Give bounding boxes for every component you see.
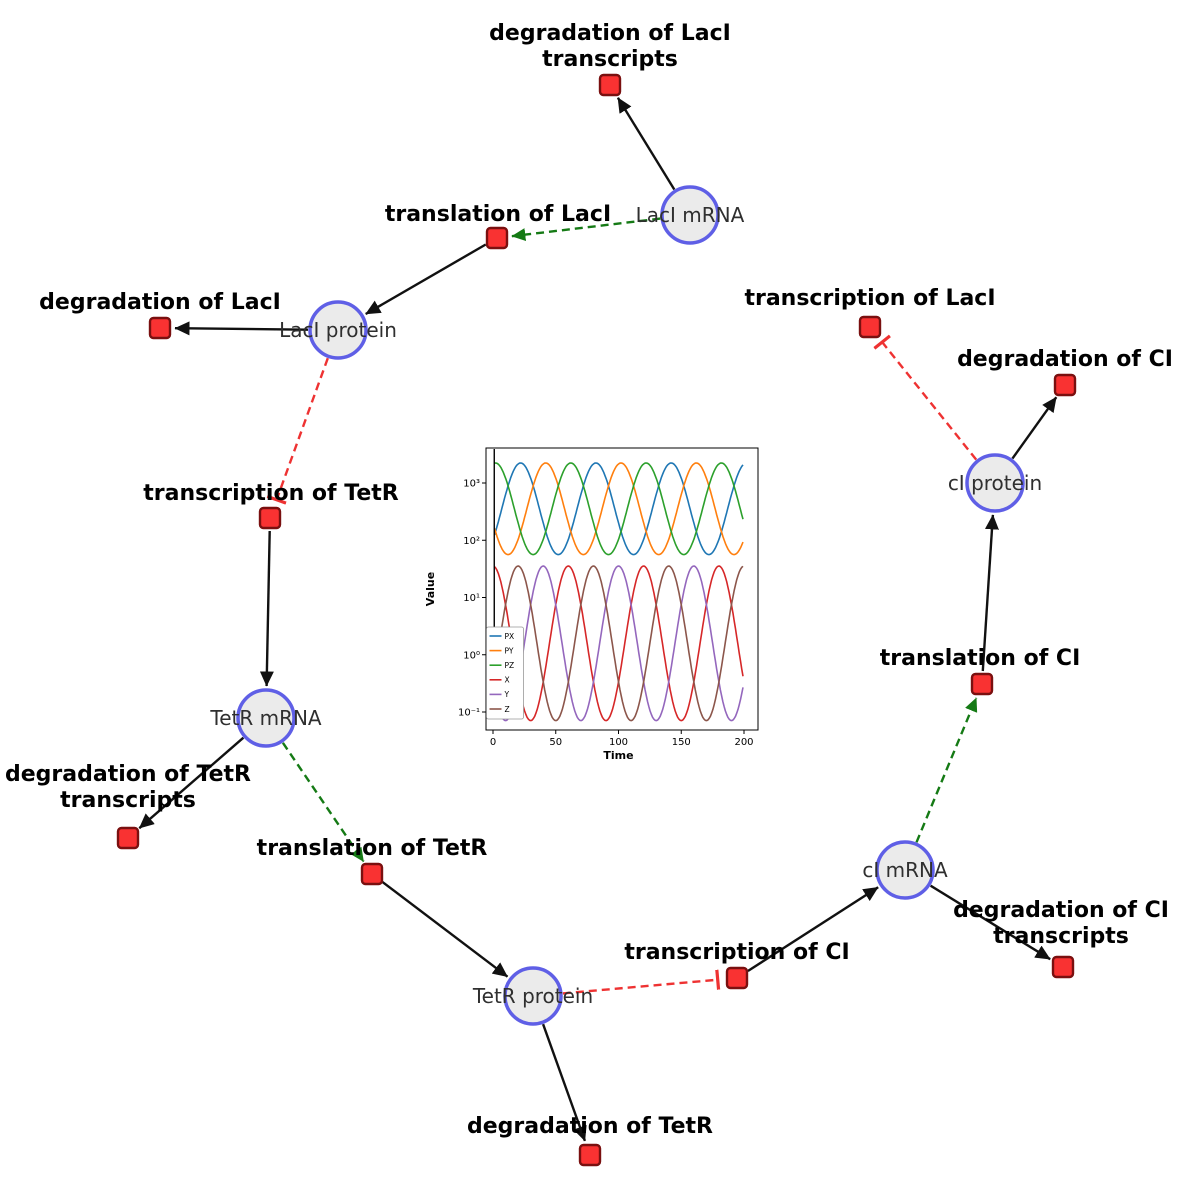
y-tick-label: 10⁻¹ xyxy=(458,708,480,719)
reaction-node-deg_ci xyxy=(1053,373,1077,397)
chart-series-PX xyxy=(493,462,744,556)
y-tick-label: 10⁰ xyxy=(463,650,480,661)
species-label-tetr_mrna: TetR mRNA xyxy=(209,706,322,730)
reaction-label-line: transcription of LacI xyxy=(744,286,995,311)
edge-produce-translation_tetr-tetr_protein xyxy=(381,880,509,978)
edge-consume-tetr_mrna-deg_tetr_tx xyxy=(138,736,245,830)
species-node-laci_mrna xyxy=(660,185,720,245)
reaction-label-deg_tetr_tx: degradation of TetR transcripts xyxy=(5,762,251,813)
species-layer: LacI mRNA LacI protein TetR mRNA TetR prote… xyxy=(209,185,1042,1026)
edge-consume-laci_mrna-deg_laci_tx xyxy=(616,97,676,191)
reaction-node-deg_ci_tx xyxy=(1051,955,1075,979)
reaction-label-line: degradation of CI xyxy=(953,898,1169,923)
reaction-label-line: transcription of CI xyxy=(624,940,849,965)
legend-label-PY: PY xyxy=(505,646,514,655)
reaction-node-deg_tetr xyxy=(578,1143,602,1167)
reaction-label-translation_ci: translation of CI xyxy=(880,646,1081,671)
chart-series-Z xyxy=(493,565,744,722)
species-label-ci_mrna: cI mRNA xyxy=(862,858,948,882)
x-tick-label: 200 xyxy=(734,737,753,748)
reaction-label-line: transcripts xyxy=(60,788,196,813)
reaction-label-deg_laci_tx: degradation of LacI transcripts xyxy=(489,21,731,72)
reaction-node-transcription_ci xyxy=(725,966,749,990)
reaction-label-transcription_ci: transcription of CI xyxy=(624,940,849,965)
reaction-label-line: translation of TetR xyxy=(257,836,488,861)
reaction-label-line: transcription of TetR xyxy=(143,481,399,506)
edge-inhibit-laci_protein-transcription_tetr xyxy=(266,357,329,505)
species-node-ci_mrna xyxy=(875,840,935,900)
x-tick-label: 50 xyxy=(549,737,562,748)
reaction-node-translation_ci xyxy=(970,672,994,696)
edge-modifier-tetr_mrna-translation_tetr xyxy=(281,742,365,863)
edge-consume-tetr_protein-deg_tetr xyxy=(541,1023,587,1142)
legend-label-X: X xyxy=(505,676,510,685)
reaction-label-line: degradation of LacI xyxy=(39,290,281,315)
edge-modifier-laci_mrna-translation_laci xyxy=(511,217,661,242)
species-node-tetr_protein xyxy=(503,966,563,1026)
edges-layer xyxy=(138,97,1058,1142)
reaction-node-transcription_laci xyxy=(858,315,882,339)
reaction-label-translation_tetr: translation of TetR xyxy=(257,836,488,861)
edge-consume-laci_protein-deg_laci xyxy=(174,321,309,336)
edge-consume-ci_protein-deg_ci xyxy=(1011,396,1058,460)
legend-label-Z: Z xyxy=(505,705,510,714)
y-tick-label: 10² xyxy=(463,536,480,547)
reaction-label-translation_laci: translation of LacI xyxy=(385,202,611,227)
y-tick-label: 10³ xyxy=(463,479,480,490)
inset-chart: 10⁻¹ 10⁰ 10¹ 10² 10³ 0 50 100 150 200 Time Value PX P… xyxy=(424,447,759,762)
reaction-label-line: translation of CI xyxy=(880,646,1081,671)
y-axis-label: Value xyxy=(424,572,437,606)
reaction-label-line: degradation of LacI xyxy=(489,21,731,46)
reaction-label-transcription_laci: transcription of LacI xyxy=(744,286,995,311)
reaction-label-line: degradation of TetR xyxy=(467,1114,713,1139)
species-label-ci_protein: cI protein xyxy=(948,471,1042,495)
reaction-node-translation_tetr xyxy=(360,862,384,886)
reaction-node-deg_laci_tx xyxy=(598,73,622,97)
species-node-tetr_mrna xyxy=(236,688,296,748)
x-tick-label: 100 xyxy=(609,737,628,748)
reaction-node-deg_laci xyxy=(148,316,172,340)
y-tick-label: 10¹ xyxy=(463,593,480,604)
reaction-label-deg_tetr: degradation of TetR xyxy=(467,1114,713,1139)
edge-produce-transcription_tetr-tetr_mrna xyxy=(259,530,274,687)
reaction-node-translation_laci xyxy=(485,226,509,250)
reaction-node-transcription_tetr xyxy=(258,506,282,530)
x-tick-label: 150 xyxy=(672,737,691,748)
reaction-label-transcription_tetr: transcription of TetR xyxy=(143,481,399,506)
reaction-node-deg_tetr_tx xyxy=(116,826,140,850)
chart-series-Y xyxy=(493,565,744,722)
chart-series-PY xyxy=(493,462,744,556)
reaction-label-deg_laci: degradation of LacI xyxy=(39,290,281,315)
reaction-label-line: degradation of TetR xyxy=(5,762,251,787)
species-node-ci_protein xyxy=(965,453,1025,513)
legend-label-Y: Y xyxy=(504,690,510,699)
reaction-label-deg_ci_tx: degradation of CI transcripts xyxy=(953,898,1169,949)
edge-produce-transcription_ci-ci_mrna xyxy=(747,886,879,973)
species-label-laci_mrna: LacI mRNA xyxy=(636,203,745,227)
reaction-label-line: transcripts xyxy=(993,924,1129,949)
reaction-label-line: transcripts xyxy=(542,47,678,72)
chart-series-PZ xyxy=(494,462,744,556)
reaction-label-line: degradation of CI xyxy=(957,347,1173,372)
x-tick-label: 0 xyxy=(490,737,496,748)
edge-produce-translation_laci-laci_protein xyxy=(365,243,487,316)
legend-label-PZ: PZ xyxy=(505,661,515,670)
species-node-laci_protein xyxy=(308,300,368,360)
edge-consume-ci_mrna-deg_ci_tx xyxy=(929,884,1051,961)
reaction-label-deg_ci: degradation of CI xyxy=(957,347,1173,372)
edge-produce-translation_ci-ci_protein xyxy=(981,514,999,672)
legend-label-PX: PX xyxy=(505,632,515,641)
reaction-label-line: translation of LacI xyxy=(385,202,611,227)
x-axis-label: Time xyxy=(603,749,633,762)
edge-modifier-ci_mrna-translation_ci xyxy=(915,697,978,843)
species-label-tetr_protein: TetR protein xyxy=(472,984,593,1008)
species-label-laci_protein: LacI protein xyxy=(279,318,397,342)
reactions-layer: degradation of LacI transcriptstranslatio… xyxy=(5,21,1173,1167)
